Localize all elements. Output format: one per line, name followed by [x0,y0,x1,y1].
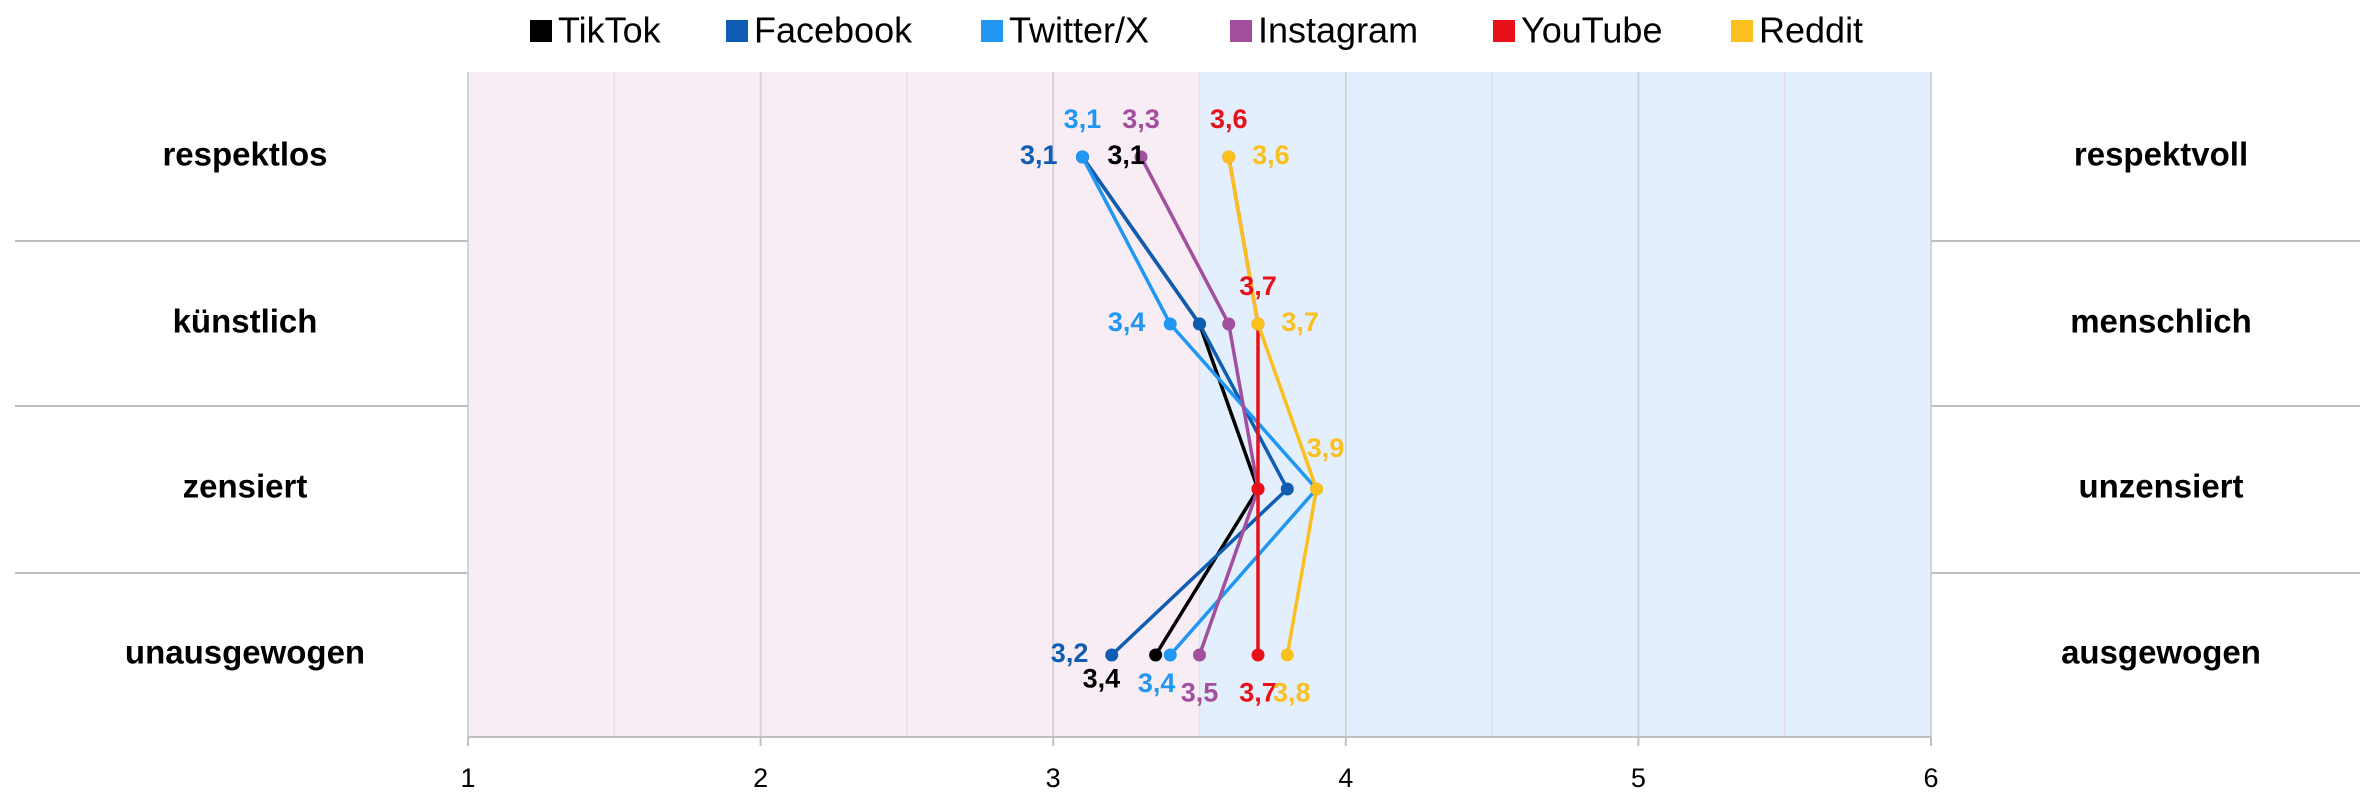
legend-swatch [1493,20,1515,42]
legend-swatch [1731,20,1753,42]
series-line [1139,156,1260,656]
right-label: menschlich [2070,303,2252,340]
right-label: ausgewogen [2061,634,2261,671]
x-tick-label: 4 [1338,763,1353,792]
legend-swatch [530,20,552,42]
x-tick-label: 3 [1046,763,1061,792]
legend-label: YouTube [1521,10,1662,51]
left-label: künstlich [173,303,318,340]
right-label: respektvoll [2074,136,2248,173]
series-line [1227,156,1319,656]
legend-item: Instagram [1230,10,1418,51]
legend-item: Reddit [1731,10,1863,51]
value-label: 3,4 [1138,668,1176,698]
data-point [1134,150,1148,164]
left-label: unausgewogen [125,634,365,671]
legend-swatch [1230,20,1252,42]
legend-item: YouTube [1493,10,1662,51]
left-label: respektlos [162,136,327,173]
value-label: 3,3 [1122,104,1160,134]
value-label: 3,7 [1239,677,1277,707]
legend-swatch [726,20,748,42]
legend-swatch [981,20,1003,42]
x-tick-label: 5 [1631,763,1646,792]
data-point [1193,317,1206,331]
data-point [1163,648,1177,662]
data-point [1222,150,1236,164]
data-point [1222,317,1236,331]
value-label: 3,1 [1064,104,1102,134]
data-point [1251,482,1265,496]
value-label: 3,4 [1083,664,1121,694]
value-label: 3,9 [1307,433,1345,463]
left-label: zensiert [183,468,308,505]
value-label: 3,1 [1107,140,1145,170]
data-point [1251,648,1265,662]
legend-label: Instagram [1258,10,1418,51]
data-point [1163,317,1177,331]
value-label: 3,7 [1239,271,1277,301]
data-point [1193,648,1206,662]
legend-label: TikTok [558,10,662,51]
data-point [1105,648,1119,662]
value-label: 3,7 [1281,307,1319,337]
data-point [1280,482,1294,496]
legend-item: TikTok [530,10,662,51]
value-label: 3,2 [1051,638,1089,668]
data-point [1310,482,1324,496]
data-point [1075,150,1089,164]
value-label: 3,6 [1210,104,1248,134]
value-label: 3,4 [1108,307,1146,337]
value-label: 3,5 [1181,677,1219,707]
value-label: 3,6 [1252,140,1290,170]
data-point [1280,648,1294,662]
legend-label: Reddit [1759,10,1863,51]
value-label: 3,1 [1020,140,1058,170]
data-point [1251,317,1265,331]
background-band [1199,72,1931,737]
x-tick-label: 2 [753,763,768,792]
legend-label: Twitter/X [1009,10,1149,51]
legend-label: Facebook [754,10,913,51]
data-point [1149,648,1163,662]
legend-item: Facebook [726,10,913,51]
background-band [468,72,1200,737]
x-tick-label: 1 [460,763,475,792]
value-label: 3,8 [1273,677,1311,707]
x-tick-label: 6 [1923,763,1938,792]
right-label: unzensiert [2078,468,2243,505]
legend-item: Twitter/X [981,10,1149,51]
